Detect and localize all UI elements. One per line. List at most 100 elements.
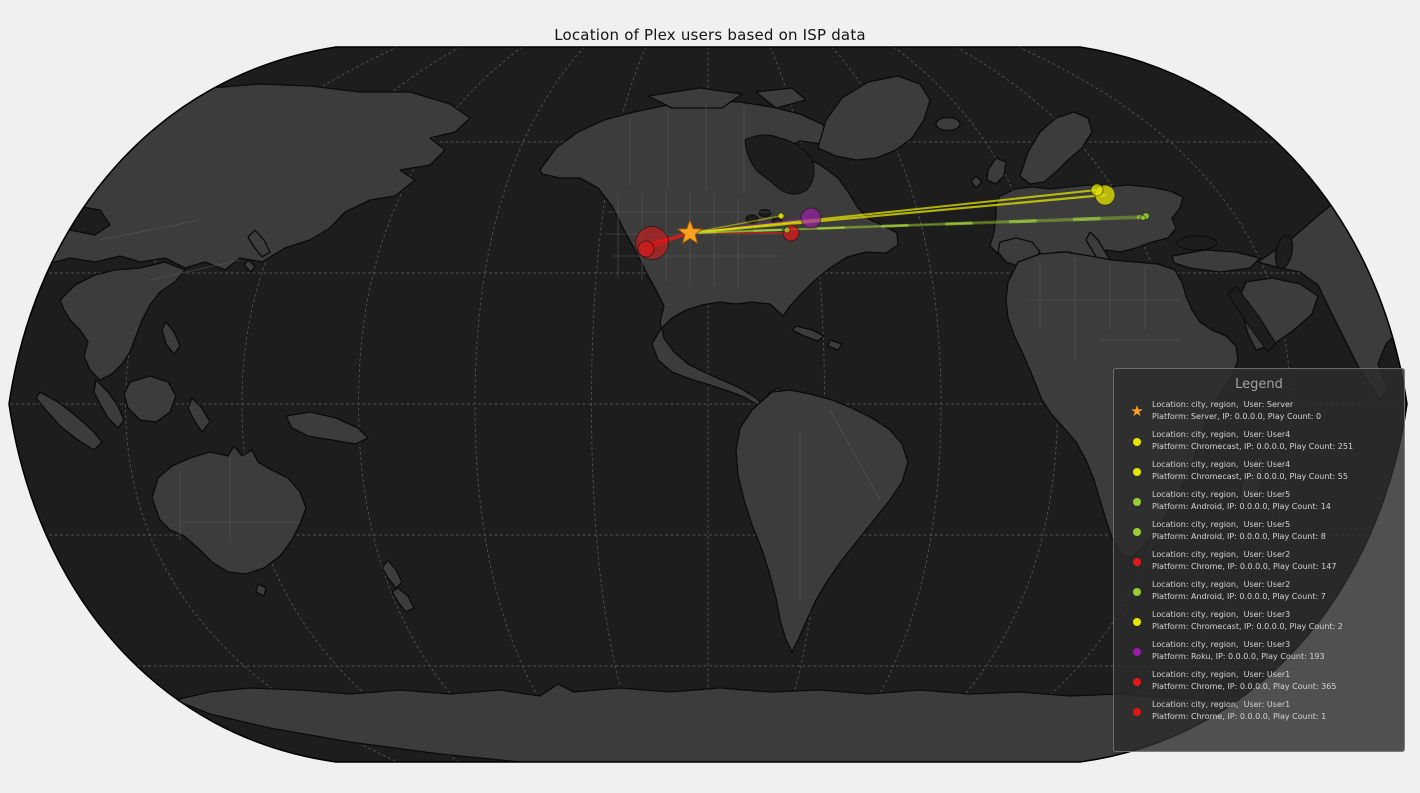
meridian <box>358 47 523 762</box>
great-lake-2 <box>758 209 772 217</box>
user-marker-user5-android <box>1140 215 1146 221</box>
legend-item-line1: Location: city, region, User: User1 <box>1152 700 1291 709</box>
circle-marker-icon <box>1133 467 1141 476</box>
user-marker-user3-roku <box>800 207 822 229</box>
land-turkey <box>1171 249 1261 273</box>
caspian-sea <box>1274 234 1294 270</box>
connection-line-dash-overlay <box>689 217 1144 234</box>
legend-item: Location: city, region, User: User2 Plat… <box>1122 579 1396 602</box>
circle-marker-icon <box>1133 587 1141 596</box>
circle-marker-icon <box>1133 437 1141 446</box>
legend-items: ★ Location: city, region, User: Server P… <box>1122 399 1396 722</box>
legend-marker <box>1122 466 1152 476</box>
land-greenland <box>817 75 931 161</box>
circle-marker-icon <box>1133 497 1141 506</box>
legend-item-line1: Location: city, region, User: User2 <box>1152 580 1291 589</box>
legend-item-line1: Location: city, region, User: User3 <box>1152 640 1291 649</box>
red-sea <box>1227 285 1277 353</box>
circle-marker-icon <box>1133 647 1141 656</box>
legend-title: Legend <box>1235 377 1283 392</box>
legend-item-line1: Location: city, region, User: User5 <box>1152 520 1291 529</box>
legend-item: Location: city, region, User: User3 Plat… <box>1122 639 1396 662</box>
hudson-bay <box>744 134 815 195</box>
connection-line-user3-chromecast <box>689 215 782 234</box>
legend-item-line1: Location: city, region, User: User1 <box>1152 670 1291 679</box>
legend-item-line2: Platform: Android, IP: 0.0.0.0, Play Cou… <box>1152 531 1326 541</box>
land-antarctica <box>174 683 1253 762</box>
land-tasmania <box>255 583 267 597</box>
meridian <box>1017 47 1291 762</box>
meridian <box>474 47 585 762</box>
land-scandinavia <box>1019 111 1093 185</box>
land-sumatra <box>35 391 103 451</box>
legend-item-line1: Location: city, region, User: User2 <box>1152 550 1291 559</box>
legend-marker <box>1122 706 1152 716</box>
land-new-zealand <box>381 559 415 613</box>
legend-item: Location: city, region, User: User4 Plat… <box>1122 459 1396 482</box>
legend-item-line2: Platform: Android, IP: 0.0.0.0, Play Cou… <box>1152 591 1326 601</box>
legend-item-line1: Location: city, region, User: User4 <box>1152 460 1291 469</box>
legend-marker <box>1122 586 1152 596</box>
legend-marker <box>1122 526 1152 536</box>
user-marker-user3-chromecast <box>777 212 785 220</box>
star-icon: ★ <box>1130 401 1144 420</box>
legend-marker <box>1122 496 1152 506</box>
land-philippines <box>161 321 181 355</box>
legend-item-line2: Platform: Chrome, IP: 0.0.0.0, Play Coun… <box>1152 681 1337 691</box>
legend-item-line1: Location: city, region, User: Server <box>1152 400 1294 409</box>
land-malay <box>93 379 125 429</box>
land-australia <box>151 445 307 575</box>
circle-marker-icon <box>1133 557 1141 566</box>
legend-item-line2: Platform: Server, IP: 0.0.0.0, Play Coun… <box>1152 411 1322 421</box>
legend-item-line1: Location: city, region, User: User4 <box>1152 430 1291 439</box>
legend-item-line1: Location: city, region, User: User3 <box>1152 610 1291 619</box>
legend-marker <box>1122 646 1152 656</box>
chart-title: Location of Plex users based on ISP data <box>554 26 866 44</box>
legend-marker <box>1122 616 1152 626</box>
legend-item: Location: city, region, User: User5 Plat… <box>1122 519 1396 542</box>
legend-marker <box>1122 436 1152 446</box>
legend-item: Location: city, region, User: User2 Plat… <box>1122 549 1396 572</box>
legend-marker <box>1122 556 1152 566</box>
legend-marker: ★ <box>1122 403 1152 418</box>
map-outline <box>8 46 1408 763</box>
legend-item-line2: Platform: Chrome, IP: 0.0.0.0, Play Coun… <box>1152 711 1327 721</box>
land-caribbean <box>791 325 843 351</box>
legend-item: Location: city, region, User: User4 Plat… <box>1122 429 1396 452</box>
legend-item-line2: Platform: Chromecast, IP: 0.0.0.0, Play … <box>1152 621 1343 631</box>
legend-item: Location: city, region, User: User1 Plat… <box>1122 699 1396 722</box>
legend-item: ★ Location: city, region, User: Server P… <box>1122 399 1396 422</box>
legend-marker <box>1122 676 1152 686</box>
circle-marker-icon <box>1133 617 1141 626</box>
black-sea <box>1176 235 1218 251</box>
land-iceland <box>935 116 961 132</box>
connection-line-user4-chromecast <box>689 189 1098 234</box>
land-south-america <box>735 389 909 653</box>
land-new-guinea <box>285 411 369 445</box>
legend-item-line2: Platform: Chromecast, IP: 0.0.0.0, Play … <box>1152 441 1354 451</box>
circle-marker-icon <box>1133 707 1141 716</box>
legend-item: Location: city, region, User: User1 Plat… <box>1122 669 1396 692</box>
user-marker-user1-chrome <box>637 240 655 258</box>
legend-item-line2: Platform: Android, IP: 0.0.0.0, Play Cou… <box>1152 501 1331 511</box>
legend-item: Location: city, region, User: User5 Plat… <box>1122 489 1396 512</box>
user-data-layer <box>635 183 1150 260</box>
legend-item: Location: city, region, User: User3 Plat… <box>1122 609 1396 632</box>
land-sulawesi <box>187 397 211 433</box>
inland-water <box>744 134 1294 353</box>
server-star-marker <box>677 219 703 244</box>
circle-marker-icon <box>1133 527 1141 536</box>
meridian <box>241 47 461 762</box>
legend-item-line1: Location: city, region, User: User5 <box>1152 490 1291 499</box>
legend: Legend ★ Location: city, region, User: S… <box>1113 368 1405 752</box>
user-marker-user4-chromecast <box>1090 183 1104 197</box>
land-borneo <box>123 375 177 423</box>
user-marker-user2-android <box>783 226 791 234</box>
legend-item-line2: Platform: Roku, IP: 0.0.0.0, Play Count:… <box>1152 651 1325 661</box>
land-china-se-asia <box>59 261 186 381</box>
land-arctic-islands <box>647 87 807 109</box>
land-japan <box>243 229 271 273</box>
land-uk <box>970 157 1007 189</box>
